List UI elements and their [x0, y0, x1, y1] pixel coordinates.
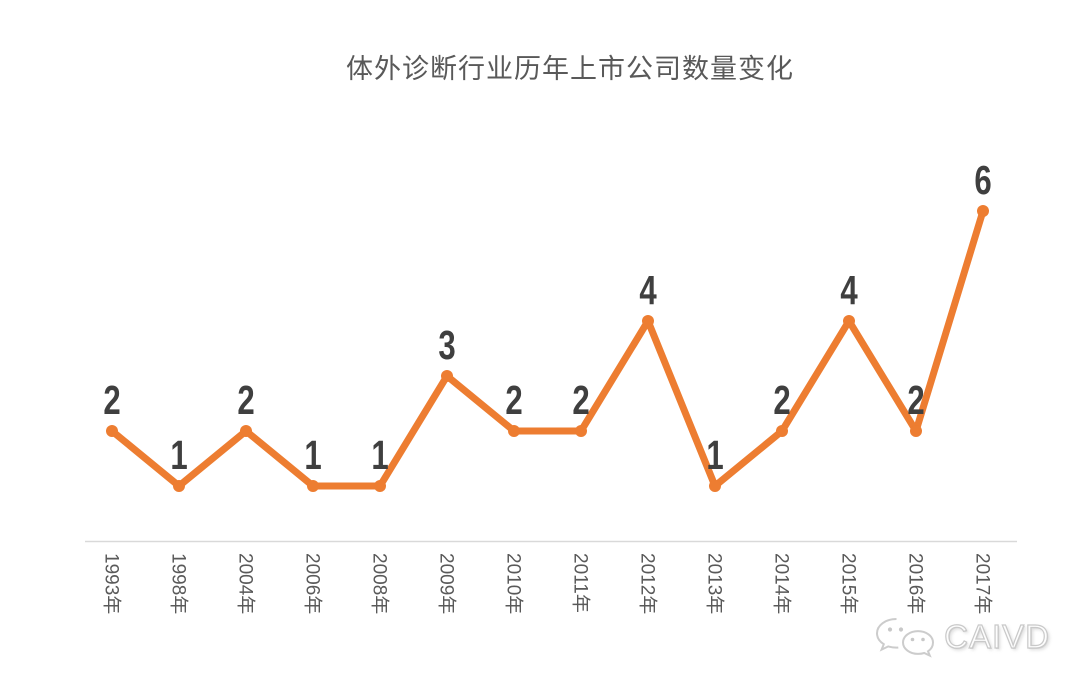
- data-label: 2: [103, 377, 120, 423]
- x-tick-label: 2008年: [368, 553, 390, 614]
- data-label: 1: [304, 432, 321, 478]
- data-point-markers: [106, 205, 989, 492]
- data-point-marker: [173, 480, 185, 492]
- data-point-marker: [709, 480, 721, 492]
- data-label: 4: [639, 267, 657, 313]
- x-tick-label: 2006年: [301, 553, 323, 614]
- x-tick-label: 2009年: [435, 553, 457, 614]
- data-label: 1: [170, 432, 187, 478]
- data-point-marker: [374, 480, 386, 492]
- data-point-marker: [776, 425, 788, 437]
- data-label: 2: [237, 377, 254, 423]
- x-tick-label: 2017年: [971, 553, 993, 614]
- x-tick-label: 1993年: [100, 553, 122, 614]
- data-point-marker: [307, 480, 319, 492]
- data-label: 2: [773, 377, 790, 423]
- x-tick-label: 2015年: [837, 553, 859, 614]
- data-point-marker: [106, 425, 118, 437]
- data-point-marker: [843, 315, 855, 327]
- x-tick-label: 2012年: [636, 553, 658, 614]
- data-point-marker: [642, 315, 654, 327]
- data-point-marker: [240, 425, 252, 437]
- data-label: 6: [974, 157, 991, 203]
- data-label: 4: [840, 267, 858, 313]
- data-label: 1: [706, 432, 723, 478]
- x-tick-label: 2010年: [502, 553, 524, 614]
- x-tick-label: 2016年: [904, 553, 926, 614]
- data-point-marker: [441, 370, 453, 382]
- x-tick-label: 1998年: [167, 553, 189, 614]
- data-point-marker: [508, 425, 520, 437]
- x-axis-tick-labels: 1993年 1998年 2004年 2006年 2008年 2009年 2010年 2011年…: [100, 553, 993, 614]
- data-label: 2: [907, 377, 924, 423]
- data-point-marker: [575, 425, 587, 437]
- x-tick-label: 2011年: [569, 553, 591, 613]
- data-label: 3: [438, 322, 455, 368]
- data-label: 2: [572, 377, 589, 423]
- series-line: [108, 207, 987, 490]
- x-tick-label: 2013年: [703, 553, 725, 614]
- x-tick-label: 2014年: [770, 553, 792, 614]
- data-point-marker: [977, 205, 989, 217]
- data-label: 1: [371, 432, 388, 478]
- data-labels: 2 1 2 1 1 3 2 2 4 1 2 4 2 6: [103, 157, 991, 478]
- data-label: 2: [505, 377, 522, 423]
- data-point-marker: [910, 425, 922, 437]
- chart-title: 体外诊断行业历年上市公司数量变化: [346, 54, 794, 84]
- x-tick-label: 2004年: [234, 553, 256, 614]
